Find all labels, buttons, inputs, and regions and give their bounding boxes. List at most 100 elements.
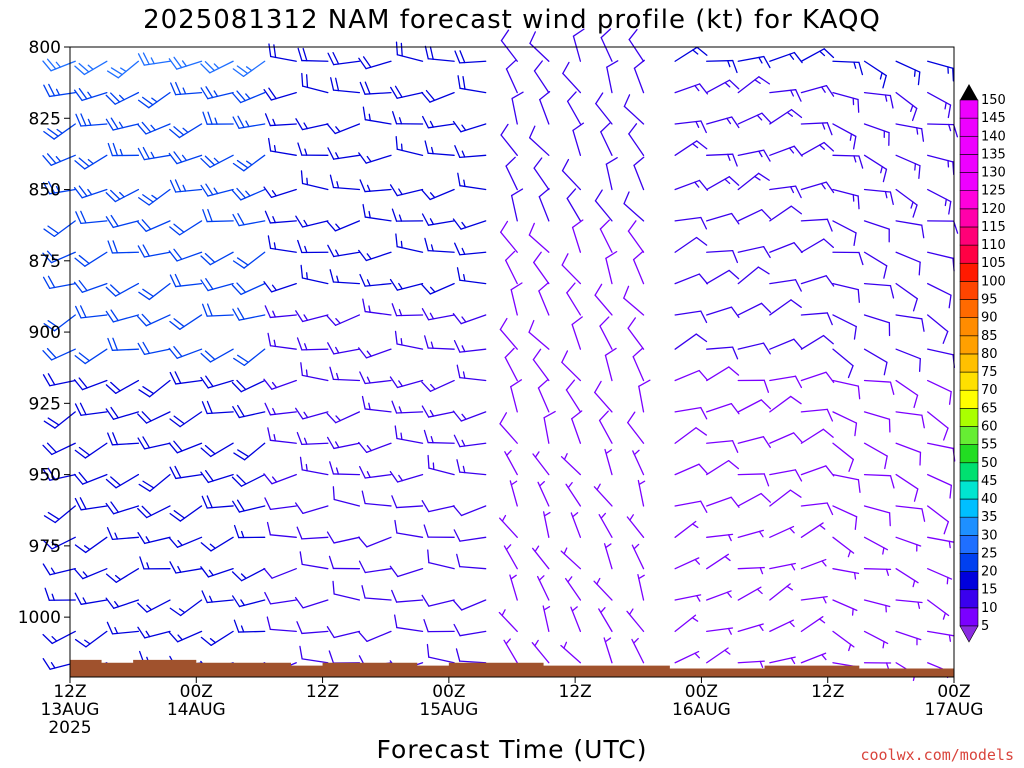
barb-shaft bbox=[832, 123, 857, 138]
barb-flag bbox=[295, 215, 304, 228]
barb-shaft bbox=[800, 428, 824, 444]
barb-flag bbox=[110, 381, 121, 392]
wind-barb bbox=[863, 251, 888, 279]
wind-barb bbox=[706, 269, 740, 285]
barb-flag bbox=[263, 186, 273, 199]
wind-barb bbox=[927, 282, 952, 309]
barb-flag bbox=[332, 486, 335, 501]
barb-flag bbox=[268, 137, 272, 152]
barb-shaft bbox=[269, 505, 297, 511]
colorbar-label: 10 bbox=[981, 601, 998, 616]
wind-barb bbox=[503, 544, 518, 570]
barb-shaft bbox=[145, 220, 171, 232]
wind-barb bbox=[505, 250, 518, 285]
barb-shaft bbox=[428, 599, 455, 607]
barb-half-flag bbox=[182, 87, 187, 95]
barb-half-flag bbox=[534, 545, 540, 553]
credit-link[interactable]: coolwx.com/models bbox=[860, 746, 1014, 764]
barb-shaft bbox=[623, 297, 645, 316]
barb-flag bbox=[200, 63, 211, 74]
barb-half-flag bbox=[271, 476, 278, 483]
wind-barb bbox=[769, 562, 796, 571]
barb-shaft bbox=[148, 91, 171, 109]
barb-half-flag bbox=[461, 124, 467, 131]
barb-flag bbox=[232, 68, 245, 78]
barb-shaft bbox=[565, 389, 582, 413]
barb-flag bbox=[73, 568, 84, 580]
wind-barb bbox=[706, 402, 740, 415]
barb-half-flag bbox=[790, 657, 796, 665]
barb-flag bbox=[169, 320, 181, 330]
barb-flag bbox=[170, 82, 177, 96]
barb-flag bbox=[358, 536, 368, 548]
colorbar-segment bbox=[959, 299, 979, 318]
barb-shaft bbox=[895, 60, 921, 73]
wind-barb bbox=[43, 220, 76, 238]
barb-shaft bbox=[429, 379, 455, 392]
barb-shaft bbox=[528, 331, 550, 350]
barb-flag bbox=[74, 449, 87, 459]
barb-half-flag bbox=[572, 512, 579, 518]
barb-half-flag bbox=[366, 155, 372, 163]
wind-barb bbox=[232, 212, 266, 227]
barb-flag bbox=[853, 325, 857, 340]
barb-flag bbox=[233, 452, 246, 461]
barb-flag bbox=[200, 636, 212, 647]
wind-barb bbox=[105, 188, 140, 203]
barb-flag bbox=[264, 210, 271, 224]
barb-shaft bbox=[832, 348, 854, 367]
barb-flag bbox=[538, 282, 550, 292]
wind-barb bbox=[358, 630, 392, 642]
barb-flag bbox=[43, 323, 56, 332]
barb-shaft bbox=[427, 250, 455, 253]
barb-shaft bbox=[927, 314, 949, 333]
barb-flag bbox=[46, 347, 57, 359]
barb-flag bbox=[918, 358, 921, 372]
wind-barb bbox=[300, 362, 329, 382]
barb-flag bbox=[296, 526, 303, 540]
barb-shaft bbox=[460, 314, 487, 325]
barb-shaft bbox=[209, 154, 234, 168]
barb-half-flag bbox=[758, 56, 763, 64]
barb-flag bbox=[913, 394, 919, 409]
barb-flag bbox=[42, 468, 51, 481]
barb-half-flag bbox=[303, 411, 309, 419]
barb-flag bbox=[326, 220, 337, 232]
barb-half-flag bbox=[83, 545, 91, 551]
wind-barb bbox=[233, 348, 266, 367]
wind-barb bbox=[800, 522, 826, 538]
barb-half-flag bbox=[910, 104, 914, 113]
y-tick-label: 900 bbox=[29, 323, 61, 343]
barb-shaft bbox=[737, 172, 760, 191]
barb-half-flag bbox=[724, 555, 731, 562]
wind-barb bbox=[232, 307, 266, 321]
barb-flag bbox=[233, 619, 240, 633]
y-tick-label: 925 bbox=[29, 394, 61, 414]
barb-half-flag bbox=[87, 64, 94, 71]
barb-half-flag bbox=[563, 547, 568, 555]
colorbar-segment bbox=[959, 262, 979, 282]
wind-barb bbox=[74, 60, 108, 76]
wind-barb bbox=[542, 511, 551, 538]
wind-barb bbox=[391, 495, 424, 509]
barb-flag bbox=[263, 378, 273, 390]
wind-barb bbox=[895, 220, 925, 239]
wind-barb bbox=[137, 91, 171, 109]
barb-shaft bbox=[927, 473, 952, 487]
barb-half-flag bbox=[335, 415, 341, 422]
wind-barb bbox=[832, 251, 864, 266]
barb-half-flag bbox=[398, 380, 403, 387]
barb-flag bbox=[695, 333, 708, 343]
barb-flag bbox=[142, 288, 154, 298]
barb-flag bbox=[395, 41, 399, 56]
barb-flag bbox=[206, 495, 213, 509]
barb-shaft bbox=[271, 379, 297, 390]
wind-barb bbox=[603, 543, 613, 570]
barb-flag bbox=[237, 449, 250, 458]
barb-flag bbox=[794, 185, 802, 199]
barb-shaft bbox=[537, 387, 550, 413]
wind-barb bbox=[359, 371, 392, 385]
wind-barb bbox=[42, 563, 76, 576]
barb-half-flag bbox=[368, 210, 371, 219]
